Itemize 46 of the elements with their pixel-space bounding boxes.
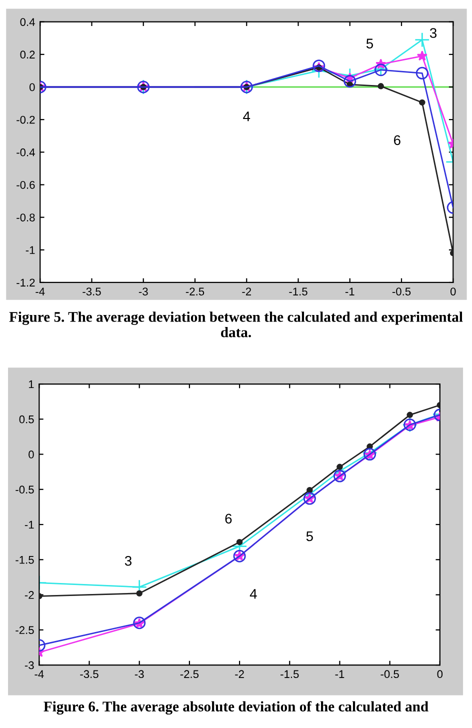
x-tick-label: -1.5 bbox=[280, 670, 299, 678]
x-tick-label: -0.5 bbox=[380, 670, 399, 678]
y-tick-label: -1.2 bbox=[16, 278, 35, 286]
x-tick-label: 0 bbox=[450, 288, 456, 296]
text: 4 bbox=[250, 589, 257, 599]
x-tick-label: 0 bbox=[437, 670, 443, 678]
caption: Figure 6. The average absolute deviation of the calculated and bbox=[44, 701, 428, 715]
text: 6 bbox=[394, 135, 400, 146]
y-tick-label: 0.4 bbox=[20, 18, 35, 26]
series-label: 3 bbox=[430, 28, 437, 38]
y-tick-label: -0.2 bbox=[16, 116, 35, 124]
x-tick-label: -3.5 bbox=[80, 670, 98, 678]
x-tick-label: -4 bbox=[36, 288, 45, 296]
x-tick-label: -3.5 bbox=[82, 288, 101, 296]
y-tick-label: -2.5 bbox=[16, 626, 34, 634]
y-tick-label: -1 bbox=[26, 246, 35, 254]
y-tick-label: -0.6 bbox=[16, 180, 35, 189]
x-tick-label: -3 bbox=[134, 670, 144, 678]
x-tick-label: -4 bbox=[34, 670, 44, 678]
x-tick-label: -1 bbox=[335, 670, 344, 678]
y-tick-label: 1 bbox=[28, 380, 34, 388]
x-tick-label: -2.5 bbox=[180, 670, 199, 678]
series-label: 6 bbox=[225, 514, 232, 524]
x-tick-label: -1.5 bbox=[289, 288, 308, 296]
x-tick-label: -2 bbox=[235, 670, 244, 678]
y-tick-label: -1 bbox=[24, 520, 34, 529]
series-label: 5 bbox=[366, 38, 374, 48]
y-tick-label: -0.8 bbox=[16, 214, 35, 222]
caption: Figure 5. The average deviation between the calculated and experimental data. bbox=[9, 312, 463, 338]
y-tick-label: -0.5 bbox=[16, 486, 34, 494]
x-tick-label: -0.5 bbox=[392, 288, 411, 296]
x-tick-label: -1 bbox=[345, 288, 354, 296]
y-tick-label: -3 bbox=[24, 661, 34, 670]
x-tick-label: -2 bbox=[242, 288, 251, 296]
x-tick-label: -2.5 bbox=[186, 288, 204, 296]
series-label: 5 bbox=[306, 531, 313, 542]
y-tick-label: 0 bbox=[30, 83, 35, 92]
y-tick-label: 0.2 bbox=[20, 50, 35, 59]
y-tick-label: -0.4 bbox=[16, 148, 35, 156]
y-tick-label: -1.5 bbox=[16, 556, 34, 564]
y-tick-label: 0.5 bbox=[19, 415, 34, 424]
x-tick-label: -3 bbox=[138, 288, 148, 296]
series-label: 3 bbox=[124, 556, 132, 566]
series-label: 4 bbox=[243, 112, 250, 122]
y-tick-label: 0 bbox=[28, 450, 34, 458]
y-tick-label: -2 bbox=[24, 591, 34, 599]
